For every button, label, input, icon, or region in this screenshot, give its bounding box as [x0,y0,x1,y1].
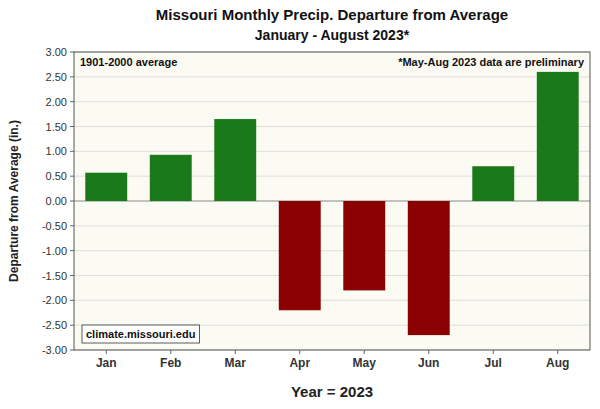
y-tick-label: 0.00 [46,195,67,207]
y-tick [70,126,74,127]
x-tick-label: Apr [289,356,310,370]
y-tick [70,201,74,202]
bar [279,201,321,310]
y-tick [70,52,74,53]
grid-line [74,126,590,127]
x-tick-label: Jul [485,356,502,370]
annotation: *May-Aug 2023 data are preliminary [398,56,585,68]
y-tick-label: -2.00 [42,294,67,306]
watermark: climate.missouri.edu [82,325,199,343]
x-tick-label: May [353,356,377,370]
grid-line [74,275,590,276]
chart-subtitle: January - August 2023* [255,27,410,43]
bar [408,201,450,335]
x-tick [170,350,171,354]
y-tick [70,325,74,326]
y-axis: -3.00 -2.50 -2.00 -1.50 -1.00 -0.50 0.00 0.50 1.… [42,46,590,356]
bar [537,72,579,201]
y-tick-label: 1.00 [46,145,67,157]
plot-background [74,52,590,350]
x-tick-label: Aug [546,356,569,370]
y-tick [70,250,74,251]
y-tick [70,275,74,276]
x-tick-label: Feb [160,356,181,370]
y-tick-label: -3.00 [42,344,67,356]
y-axis-label: Departure from Average (in.) [7,120,21,282]
y-tick-label: 1.50 [46,121,67,133]
y-tick [70,300,74,301]
y-tick-label: 3.00 [46,46,67,58]
x-tick [299,350,300,354]
chart-container: -3.00 -2.50 -2.00 -1.50 -1.00 -0.50 0.00 0.50 1.… [0,0,600,409]
grid-line [74,76,590,77]
grid-line [74,300,590,301]
watermark-box [82,325,199,343]
x-tick [557,350,558,354]
x-tick [428,350,429,354]
x-tick-label: Jan [96,356,117,370]
y-tick-label: -2.50 [42,319,67,331]
x-tick [493,350,494,354]
x-axis-label: Year = 2023 [291,383,373,400]
grid-line [74,225,590,226]
grid-line [74,151,590,152]
bar [472,166,514,201]
y-tick-label: 2.50 [46,71,67,83]
x-tick [364,350,365,354]
annotation: 1901-2000 average [80,56,177,68]
y-tick-label: -0.50 [42,220,67,232]
y-tick-label: -1.50 [42,270,67,282]
x-tick [106,350,107,354]
y-tick [70,76,74,77]
y-tick [70,225,74,226]
grid-line [74,101,590,102]
chart-title: Missouri Monthly Precip. Departure from … [156,6,508,23]
x-tick [235,350,236,354]
x-tick-label: Jun [418,356,439,370]
x-axis: Jan Feb Mar Apr May Jun Jul Aug [96,350,570,370]
chart-svg: -3.00 -2.50 -2.00 -1.50 -1.00 -0.50 0.00 0.50 1.… [0,0,600,409]
y-tick [70,151,74,152]
bars [85,72,578,335]
y-tick [70,176,74,177]
y-tick-label: 2.00 [46,96,67,108]
y-tick [70,101,74,102]
bar [85,173,127,201]
bar [214,119,256,201]
y-tick-label: -1.00 [42,245,67,257]
bar [343,201,385,290]
y-tick-label: 0.50 [46,170,67,182]
plot-frame [74,52,590,350]
y-tick [70,350,74,351]
annotation: climate.missouri.edu [86,328,195,340]
bar [150,155,192,201]
grid-line [74,250,590,251]
x-tick-label: Mar [225,356,247,370]
